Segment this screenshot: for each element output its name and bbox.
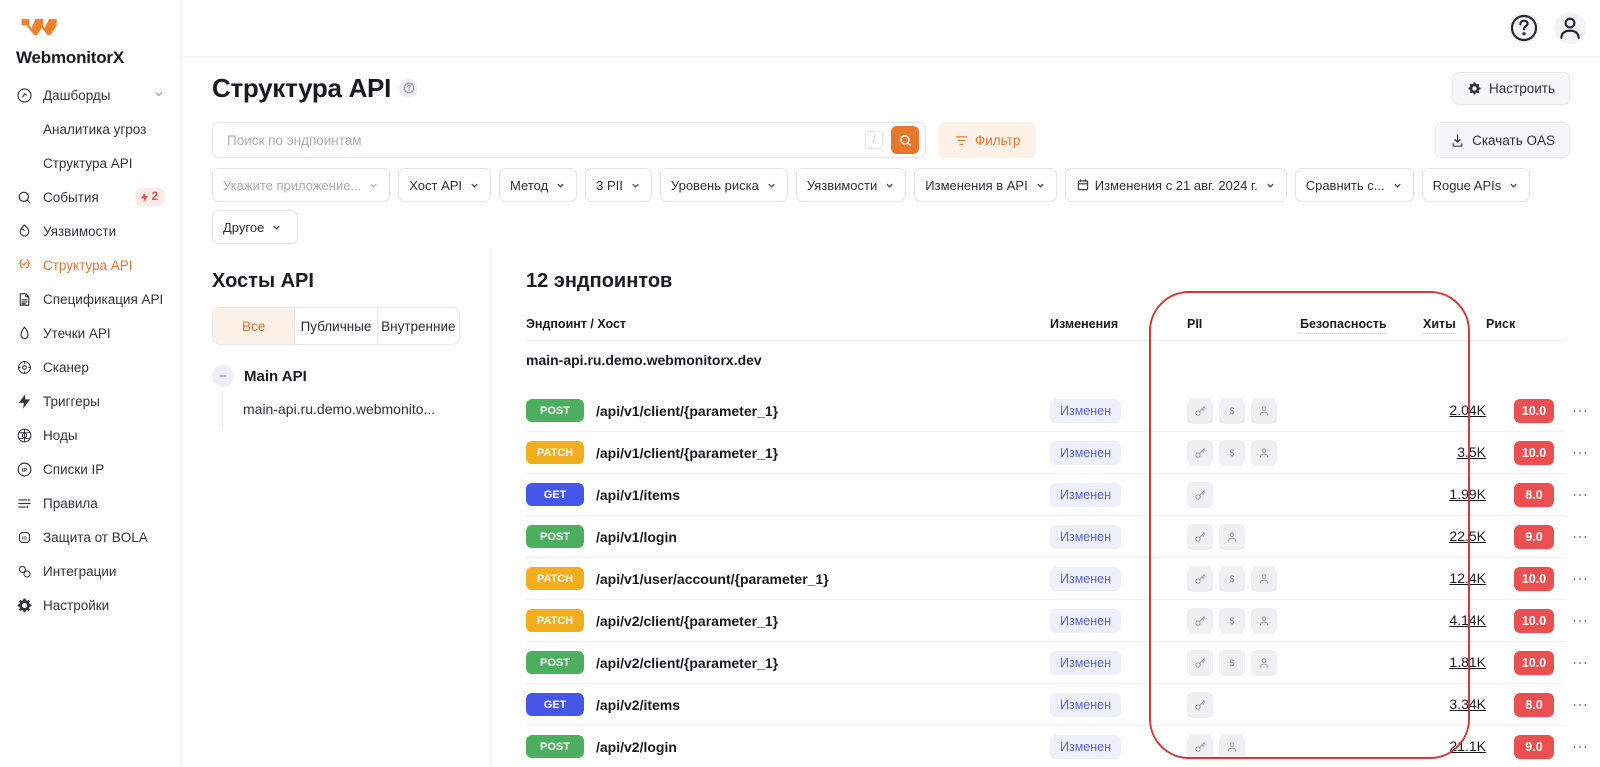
svg-text:$: $: [1230, 616, 1235, 626]
svg-text:IP: IP: [22, 467, 28, 473]
svg-text:$: $: [1230, 574, 1235, 584]
svg-text:$: $: [1230, 448, 1235, 458]
svg-text:$: $: [1230, 406, 1235, 416]
svg-text:$: $: [1230, 658, 1235, 668]
svg-text:ID: ID: [22, 535, 27, 541]
